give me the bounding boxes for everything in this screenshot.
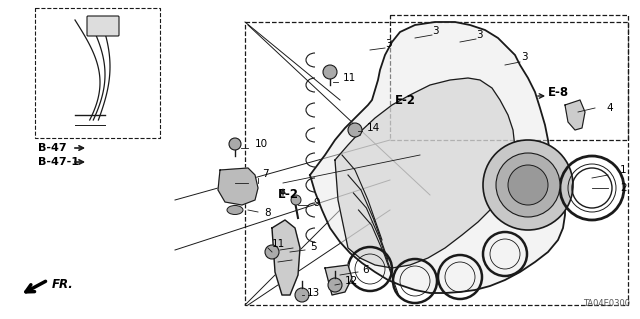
- Ellipse shape: [227, 205, 243, 214]
- Text: 1: 1: [620, 165, 627, 175]
- Text: E-2: E-2: [395, 93, 416, 107]
- Text: FR.: FR.: [52, 278, 74, 292]
- Text: B-47: B-47: [38, 143, 67, 153]
- Text: E-8: E-8: [548, 85, 569, 99]
- Text: 9: 9: [313, 198, 319, 208]
- Text: 3: 3: [476, 30, 483, 40]
- Text: 12: 12: [345, 276, 358, 286]
- Text: 11: 11: [272, 239, 285, 249]
- Circle shape: [291, 195, 301, 205]
- Text: E-2: E-2: [278, 189, 299, 202]
- Text: 2: 2: [620, 183, 627, 193]
- Polygon shape: [335, 78, 515, 268]
- Text: 3: 3: [521, 52, 527, 62]
- Polygon shape: [272, 220, 300, 295]
- Circle shape: [496, 153, 560, 217]
- Circle shape: [348, 123, 362, 137]
- Text: 6: 6: [362, 265, 369, 275]
- Polygon shape: [218, 168, 258, 205]
- Circle shape: [229, 138, 241, 150]
- Polygon shape: [565, 100, 585, 130]
- Circle shape: [265, 245, 279, 259]
- Polygon shape: [310, 22, 565, 293]
- Text: 3: 3: [432, 26, 438, 36]
- Circle shape: [508, 165, 548, 205]
- Text: 10: 10: [255, 139, 268, 149]
- Text: 7: 7: [262, 169, 269, 179]
- Circle shape: [483, 140, 573, 230]
- Text: 13: 13: [307, 288, 320, 298]
- Text: 3: 3: [385, 39, 392, 49]
- Text: 5: 5: [310, 242, 317, 252]
- Text: 8: 8: [264, 208, 271, 218]
- Text: B-47-1: B-47-1: [38, 157, 79, 167]
- Text: 14: 14: [367, 123, 380, 133]
- Circle shape: [323, 65, 337, 79]
- FancyBboxPatch shape: [87, 16, 119, 36]
- Text: TA04E0300: TA04E0300: [583, 299, 630, 308]
- Circle shape: [328, 278, 342, 292]
- Text: 11: 11: [343, 73, 356, 83]
- Text: 4: 4: [606, 103, 612, 113]
- Polygon shape: [325, 265, 352, 295]
- Circle shape: [295, 288, 309, 302]
